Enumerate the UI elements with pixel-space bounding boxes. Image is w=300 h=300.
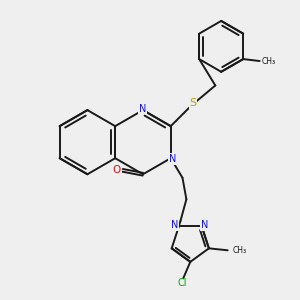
Text: N: N — [201, 220, 208, 230]
Text: N: N — [169, 154, 176, 164]
Text: CH₃: CH₃ — [261, 56, 275, 65]
Text: O: O — [112, 165, 121, 175]
Text: N: N — [171, 220, 178, 230]
Text: S: S — [190, 98, 196, 109]
Text: Cl: Cl — [178, 278, 187, 288]
Text: N: N — [139, 103, 146, 113]
Text: CH₃: CH₃ — [232, 246, 247, 255]
